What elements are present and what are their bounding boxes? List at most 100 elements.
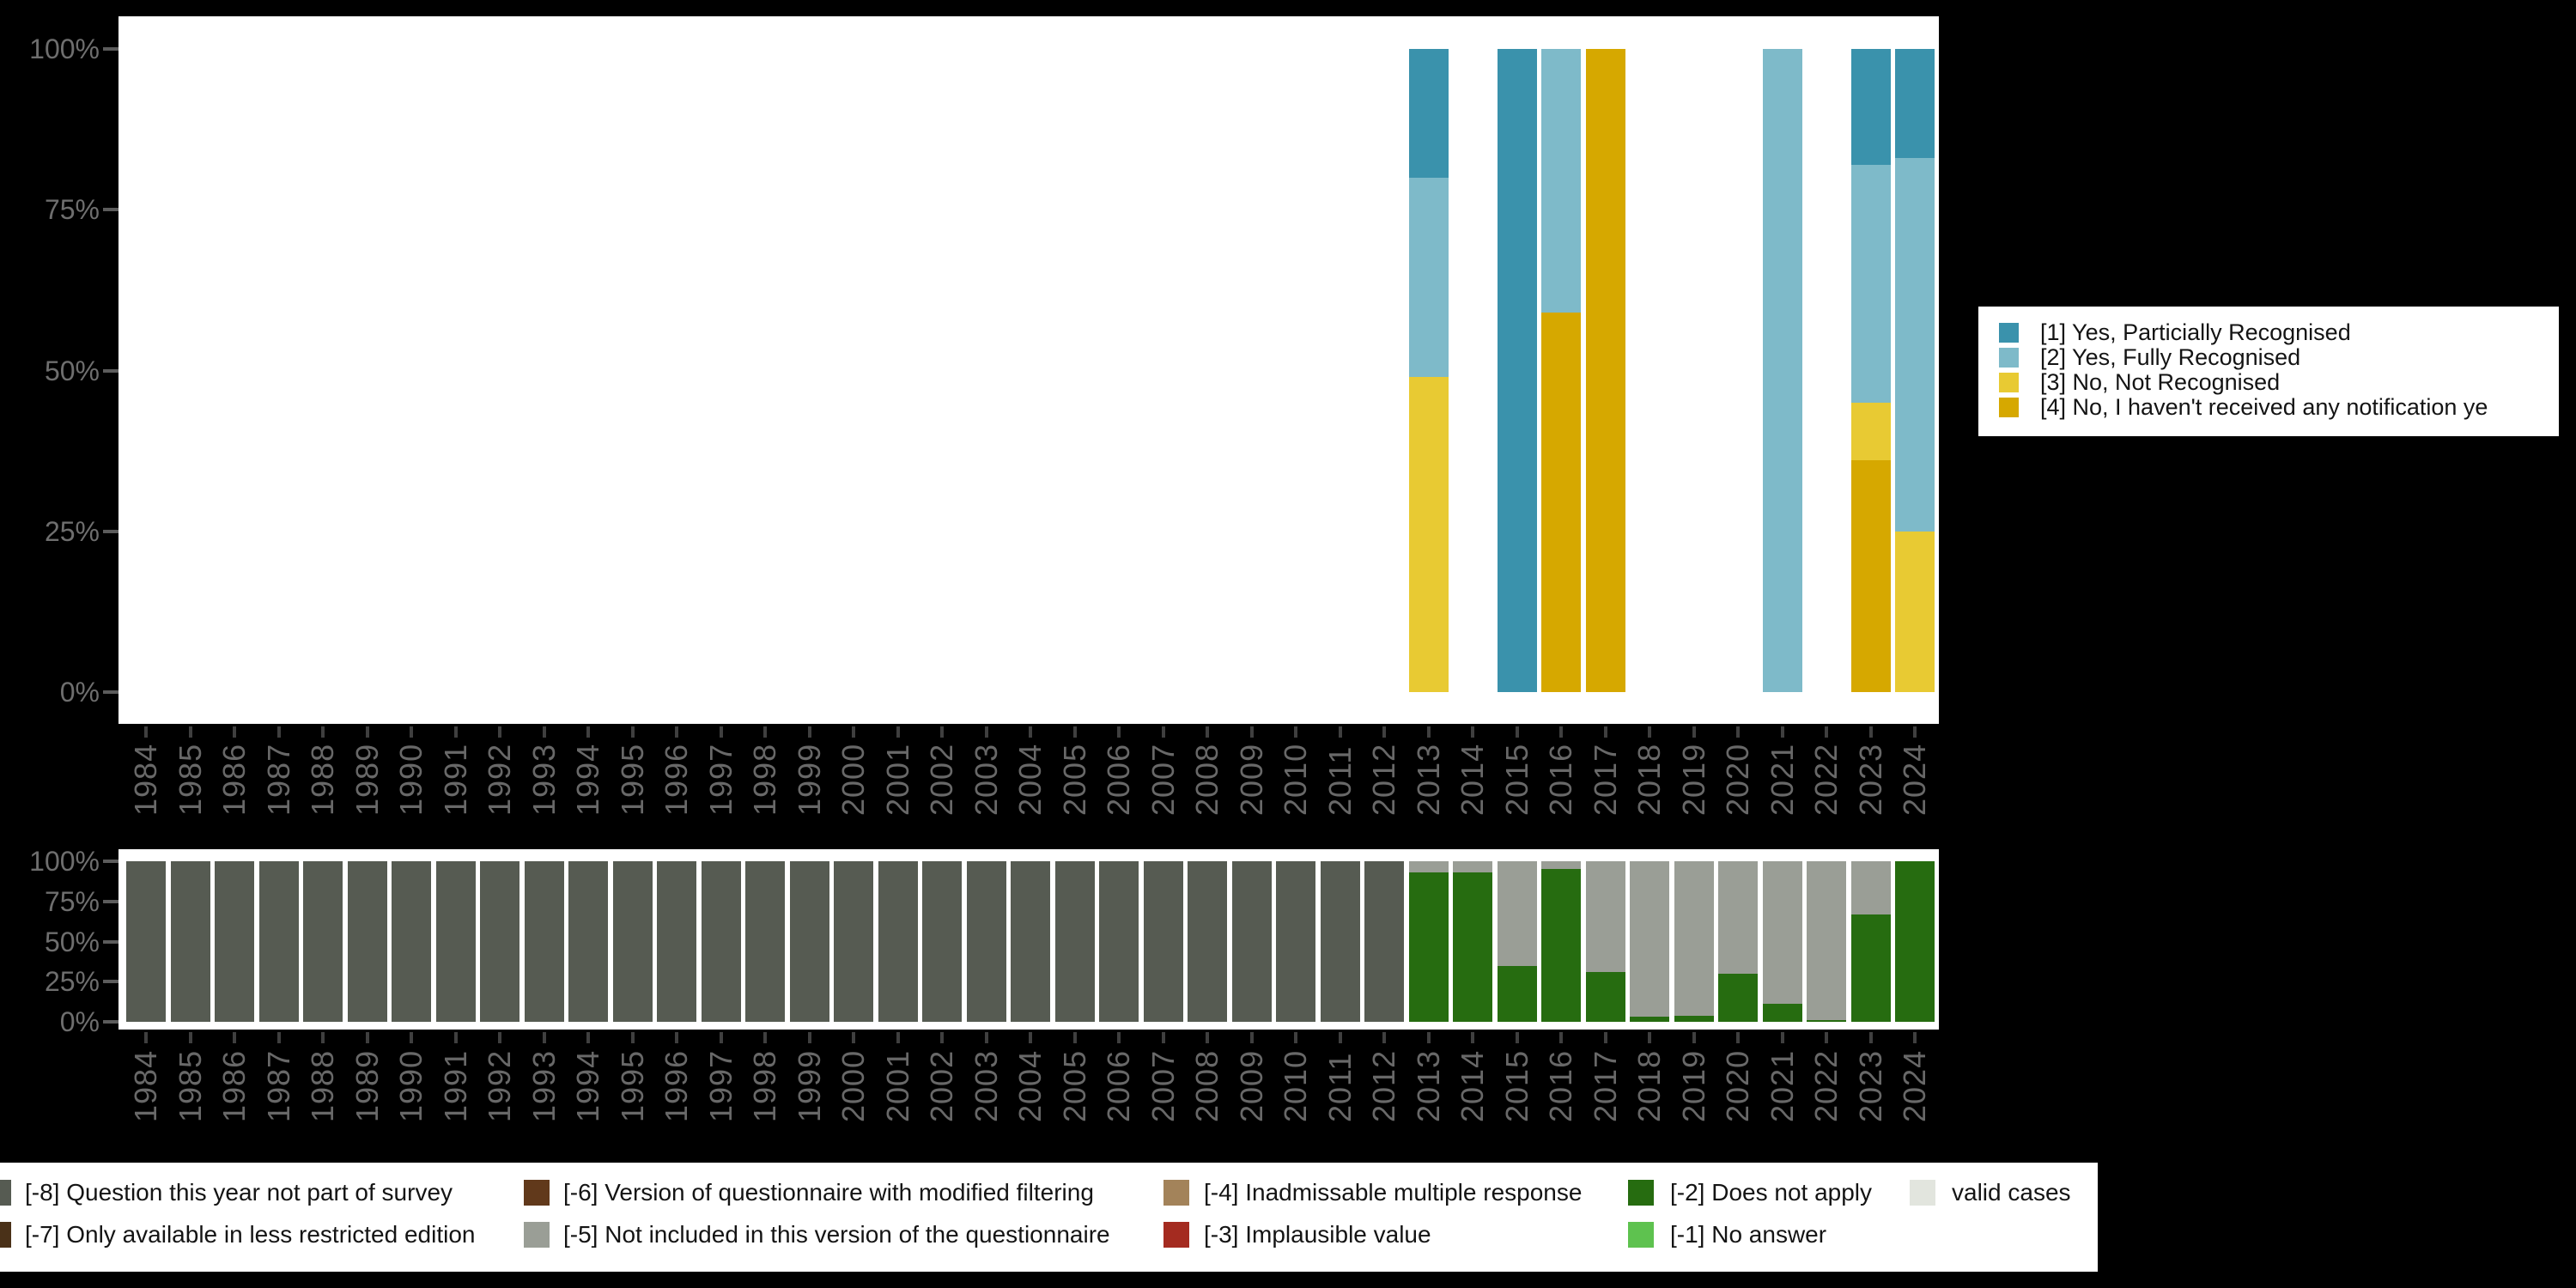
x-axis-tick [410,726,413,738]
bar-segment-m2 [1718,973,1758,1022]
legend-item-label: [-3] Implausible value [1204,1221,1431,1248]
y-axis-tick [103,368,118,373]
bar-segment-m8 [612,861,653,1022]
x-axis-tick [453,1032,458,1043]
x-axis-year-label: 2007 [1145,1049,1181,1122]
x-axis-tick [940,726,944,738]
x-axis-year-label: 1986 [216,743,252,816]
bar-segment-m8 [392,861,431,1022]
x-axis-year-label: 1995 [614,743,650,816]
x-axis-tick [896,1032,900,1043]
x-axis-tick [675,1032,678,1043]
x-axis-tick [542,726,546,738]
x-axis-year-label: 2023 [1852,1049,1888,1122]
legend-item-label: [-6] Version of questionnaire with modif… [563,1179,1094,1206]
bar-segment-m8 [215,861,254,1022]
x-axis-year-label: 1990 [393,1049,428,1122]
x-axis-year-label: 2006 [1101,1049,1136,1122]
x-axis-tick [410,1032,413,1043]
bar-segment-m8 [347,861,387,1022]
x-axis-year-label: 2015 [1498,1049,1534,1122]
x-axis-tick [321,726,325,738]
legend-item-label: [4] No, I haven't received any notificat… [2040,394,2488,420]
x-axis-year-label: 2007 [1145,743,1181,816]
bar-segment-cat4 [1585,49,1625,692]
x-axis-tick [321,1032,325,1043]
bar-segment-m2 [1541,869,1581,1022]
x-axis-year-label: 2012 [1366,743,1401,816]
y-axis-tick [103,690,118,694]
y-axis-tick-label: 50% [44,926,100,957]
x-axis-tick [1868,726,1873,738]
bar-segment-cat1 [1497,49,1537,692]
legend-item-label: [2] Yes, Fully Recognised [2040,344,2301,370]
bar-segment-m8 [966,861,1006,1022]
x-axis-year-label: 1985 [172,743,208,816]
x-axis-tick [1161,1032,1165,1043]
bar-segment-cat3 [1850,402,1891,461]
x-axis-tick [453,726,458,738]
legend-item: [4] No, I haven't received any notificat… [1999,394,2559,420]
legend-swatch-cat2 [1999,348,2019,368]
x-axis-tick [1648,1032,1651,1043]
y-axis-tick-label: 0% [59,1006,100,1037]
x-axis-tick [940,1032,944,1043]
x-axis-tick [852,1032,855,1043]
bar-segment-m8 [745,861,785,1022]
x-axis-tick [233,1032,236,1043]
bar-segment-m5 [1807,861,1846,1021]
bar-segment-m8 [834,861,873,1022]
x-axis-tick [365,726,369,738]
legend-swatch-cat3 [1999,373,2019,392]
x-axis-tick [1471,726,1474,738]
x-axis-year-label: 2002 [924,743,959,816]
y-axis-tick-label: 100% [29,33,100,64]
bar-segment-cat2 [1541,49,1581,313]
legend-item-label: [-8] Question this year not part of surv… [25,1179,453,1206]
bar-segment-m8 [568,861,608,1022]
x-axis-year-label: 2019 [1675,743,1711,816]
x-axis-year-label: 1986 [216,1049,252,1122]
x-axis-tick [276,1032,281,1043]
x-axis-year-label: 2019 [1675,1049,1711,1122]
x-axis-tick [896,726,900,738]
x-axis-year-label: 2011 [1321,1052,1358,1122]
x-axis-year-label: 1992 [482,1049,517,1122]
x-axis-tick [144,726,148,738]
x-axis-tick [763,1032,767,1043]
bar-segment-m8 [126,861,166,1022]
x-axis-year-label: 2001 [879,743,915,816]
x-axis-tick [1294,1032,1297,1043]
x-axis-tick [1206,1032,1209,1043]
bar-segment-m8 [480,861,519,1022]
bar-segment-cat3 [1895,531,1935,692]
x-axis-year-label: 1998 [747,1049,782,1122]
x-axis-tick [1913,1032,1917,1043]
y-axis-tick-label: 0% [59,677,100,708]
x-axis-tick [807,1032,811,1043]
bar-segment-cat1 [1408,49,1449,178]
bar-segment-cat4 [1850,460,1891,692]
x-axis-year-label: 2004 [1012,743,1048,816]
x-axis-year-label: 1999 [791,1049,827,1122]
bar-segment-m8 [1011,861,1050,1022]
bar-segment-m8 [657,861,696,1022]
x-axis-tick [1338,1032,1342,1043]
x-axis-year-label: 1997 [702,743,738,816]
x-axis-year-label: 2006 [1101,743,1136,816]
bar-segment-m5 [1453,861,1492,873]
x-axis-tick [1825,1032,1828,1043]
x-axis-tick [1780,1032,1784,1043]
x-axis-tick [1117,1032,1121,1043]
bar-segment-cat2 [1408,177,1449,377]
x-axis-year-label: 1996 [659,1049,694,1122]
bar-segment-m8 [1054,861,1095,1022]
x-axis-year-label: 2017 [1587,1049,1623,1122]
x-axis-tick [1736,726,1740,738]
legend-item: [1] Yes, Particially Recognised [1999,319,2559,345]
legend-swatch-m4 [1163,1180,1189,1206]
y-axis-tick [103,939,118,944]
bar-segment-m8 [303,861,343,1022]
legend-item: [3] No, Not Recognised [1999,369,2559,395]
